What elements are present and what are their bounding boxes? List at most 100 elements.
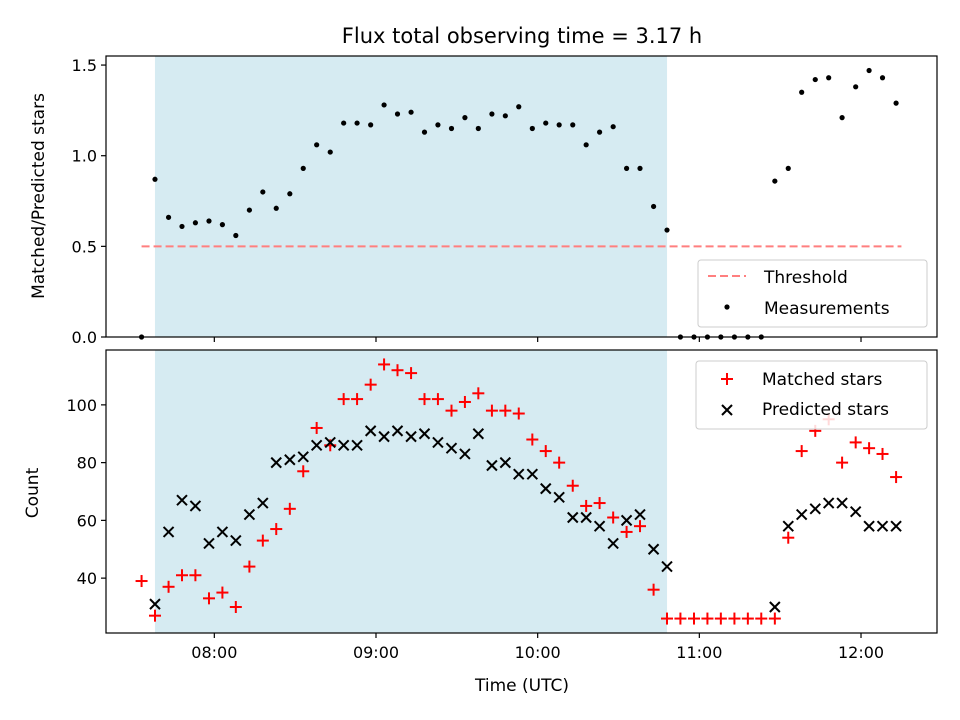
predicted-stars-point bbox=[553, 491, 565, 503]
predicted-stars-point bbox=[809, 503, 821, 515]
y-tick-label: 1.5 bbox=[72, 56, 97, 75]
matched-stars-point bbox=[202, 592, 215, 605]
measurement-point bbox=[233, 232, 239, 239]
matched-stars-point bbox=[863, 442, 876, 455]
top-plot-frame bbox=[105, 55, 938, 338]
matched-stars-point bbox=[216, 586, 229, 599]
legend-predicted-label: Predicted stars bbox=[762, 400, 889, 420]
matched-stars-point bbox=[661, 612, 674, 625]
matched-stars-point bbox=[499, 404, 512, 417]
x-tick-label: 10:00 bbox=[515, 643, 561, 662]
predicted-stars-point bbox=[661, 560, 673, 573]
predicted-stars-point bbox=[580, 511, 592, 524]
predicted-stars-point bbox=[499, 456, 512, 469]
top-legend-box bbox=[697, 259, 928, 328]
matched-stars-point bbox=[431, 393, 444, 406]
bottom-y-axis-label: Count bbox=[23, 467, 43, 518]
predicted-stars-point bbox=[540, 482, 552, 495]
measurement-point bbox=[610, 124, 616, 130]
predicted-stars-point bbox=[189, 500, 202, 512]
y-tick-label: 1.0 bbox=[72, 147, 97, 166]
matched-stars-point bbox=[297, 465, 310, 478]
predicted-stars-point bbox=[849, 506, 862, 518]
predicted-stars-point bbox=[836, 497, 848, 509]
matched-stars-point bbox=[162, 580, 175, 593]
top-observing-window-shade bbox=[154, 56, 668, 337]
measurement-point bbox=[812, 76, 818, 83]
predicted-stars-point bbox=[567, 511, 579, 524]
y-tick-label: 60 bbox=[77, 511, 97, 530]
measurement-point bbox=[543, 120, 549, 126]
matched-stars-point bbox=[135, 575, 148, 588]
matched-stars-point bbox=[647, 583, 660, 596]
matched-stars-point bbox=[593, 497, 606, 510]
measurement-point bbox=[516, 104, 522, 110]
matched-stars-point bbox=[876, 447, 889, 460]
measurement-point bbox=[866, 67, 872, 74]
x-tick-label: 11:00 bbox=[676, 643, 722, 662]
matched-stars-point bbox=[890, 471, 903, 484]
predicted-stars-point bbox=[176, 494, 188, 506]
matched-stars-point bbox=[472, 387, 485, 400]
matched-stars-point bbox=[755, 612, 768, 625]
bot-observing-window-shade bbox=[154, 350, 668, 633]
top-panel: 0.0 0.5 1.0 1.5 Matched/Predicted stars Thr… bbox=[29, 55, 938, 347]
measurement-point bbox=[799, 89, 805, 95]
y-tick-label: 80 bbox=[77, 454, 97, 473]
top-legend: Threshold Measurements bbox=[697, 259, 928, 328]
predicted-stars-point bbox=[149, 598, 161, 610]
predicted-stars-point bbox=[795, 508, 808, 521]
legend-measurements-swatch bbox=[724, 304, 730, 310]
predicted-stars-point bbox=[890, 520, 902, 532]
measurement-point bbox=[206, 218, 212, 224]
legend-matched-label: Matched stars bbox=[762, 370, 882, 390]
measurement-point bbox=[179, 223, 185, 230]
bottom-legend: Matched stars Predicted stars bbox=[695, 360, 928, 430]
matched-stars-point bbox=[391, 364, 404, 377]
measurement-point bbox=[152, 176, 158, 182]
predicted-stars-point bbox=[607, 537, 619, 550]
predicted-stars-point bbox=[647, 543, 660, 555]
matched-stars-point bbox=[782, 531, 795, 544]
predicted-stars-point bbox=[310, 439, 323, 452]
matched-stars-point bbox=[634, 520, 647, 533]
bottom-legend-box bbox=[695, 360, 928, 430]
matched-stars-point bbox=[148, 609, 161, 622]
matched-stars-point bbox=[607, 511, 620, 524]
predicted-stars-point bbox=[297, 451, 309, 463]
matched-stars-point bbox=[337, 393, 350, 406]
bottom-panel: 08:00 09:00 10:00 11:00 12:00 40 60 80 100 Coun… bbox=[23, 349, 938, 696]
chart-title: Flux total observing time = 3.17 h bbox=[342, 24, 702, 48]
measurement-point bbox=[300, 165, 306, 171]
matched-stars-point bbox=[256, 534, 269, 547]
measurement-point bbox=[354, 120, 360, 126]
legend-matched-swatch bbox=[721, 373, 733, 385]
matched-stars-point bbox=[714, 612, 727, 625]
matched-stars-point bbox=[768, 612, 781, 625]
predicted-stars-point bbox=[432, 436, 444, 449]
bottom-x-axis-label: Time (UTC) bbox=[474, 676, 569, 696]
measurement-point bbox=[623, 165, 630, 171]
measurement-point bbox=[879, 75, 886, 81]
measurement-point bbox=[664, 227, 670, 233]
measurement-point bbox=[408, 109, 414, 115]
predicted-stars-point bbox=[378, 430, 390, 443]
x-tick-label: 09:00 bbox=[353, 643, 399, 662]
measurement-point bbox=[596, 129, 603, 135]
matched-stars-point bbox=[620, 525, 633, 538]
measurement-point bbox=[826, 75, 832, 81]
measurement-point bbox=[314, 142, 320, 148]
y-tick-label: 0.0 bbox=[72, 328, 97, 347]
matched-stars-point bbox=[175, 569, 188, 582]
predicted-stars-point bbox=[351, 439, 363, 452]
measurement-point bbox=[273, 205, 279, 211]
measurement-point bbox=[394, 111, 401, 117]
predicted-stars-point bbox=[620, 514, 633, 527]
measurement-point bbox=[341, 120, 347, 126]
matched-stars-point bbox=[418, 393, 431, 406]
predicted-stars-point bbox=[391, 425, 404, 437]
predicted-stars-point bbox=[445, 442, 458, 454]
predicted-stars-point bbox=[863, 520, 875, 532]
measurement-point bbox=[462, 115, 468, 121]
matched-stars-point bbox=[688, 612, 701, 625]
